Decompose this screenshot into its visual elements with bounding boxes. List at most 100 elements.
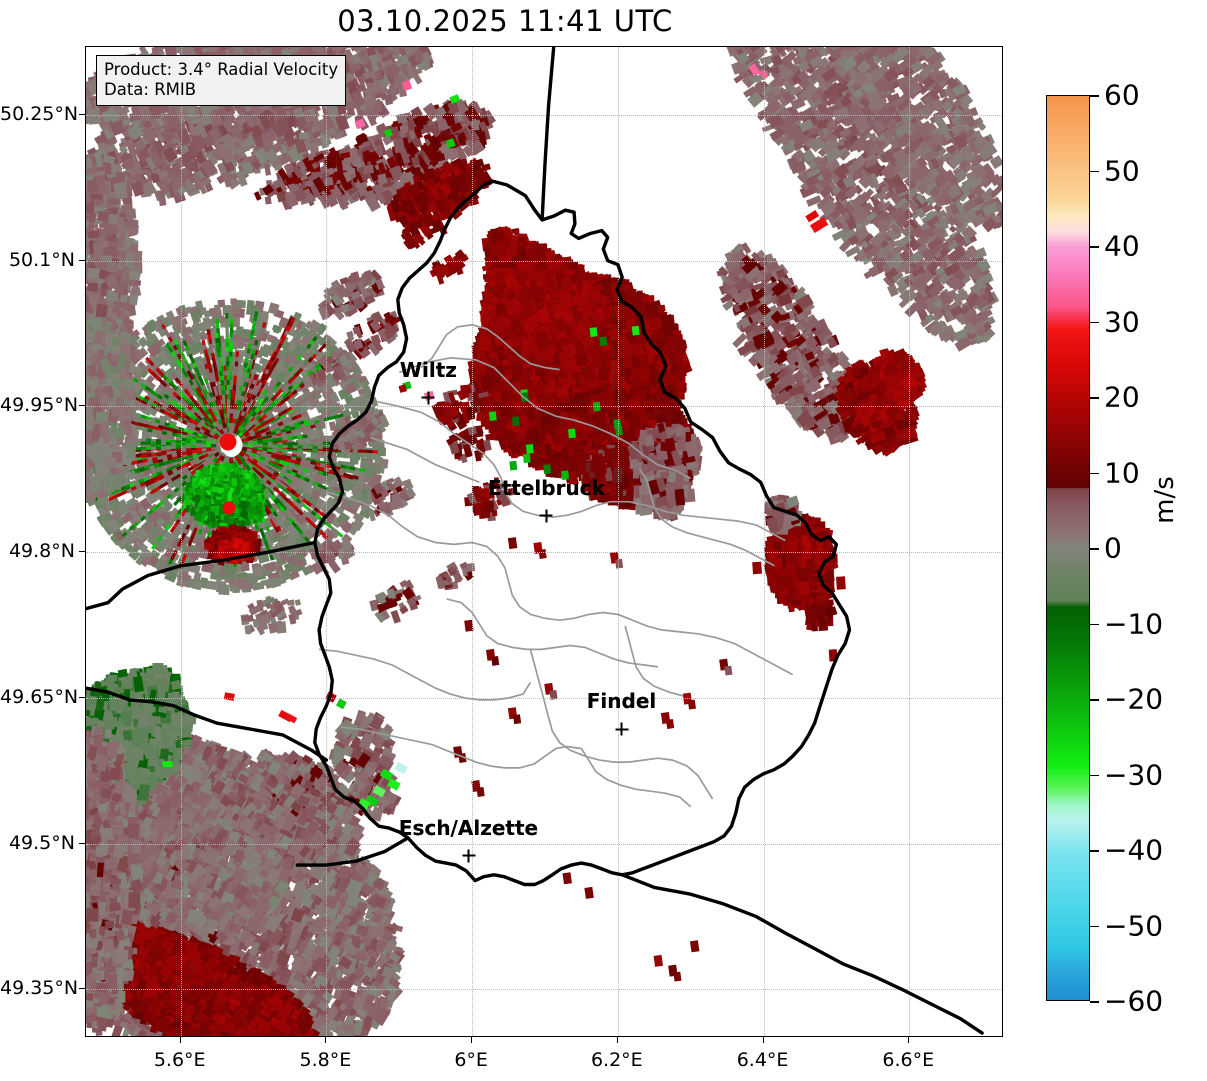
city-marker-esch-alzette xyxy=(462,849,475,863)
latitude-tick-mark xyxy=(79,259,85,261)
colorbar-unit-label: m/s xyxy=(1150,476,1180,524)
colorbar-tick-label: 50 xyxy=(1104,154,1140,187)
longitude-tick-label: 6°E xyxy=(411,1049,531,1071)
colorbar-tick-mark xyxy=(1090,170,1099,173)
longitude-tick-mark xyxy=(325,1037,327,1043)
grid-line-horizontal xyxy=(86,989,1002,991)
latitude-tick-mark xyxy=(79,696,85,698)
grid-line-horizontal xyxy=(86,552,1002,554)
neighbouring-country-border xyxy=(295,836,410,867)
radar-site-marker xyxy=(219,433,237,451)
latitude-tick-mark xyxy=(79,551,85,553)
data-source-line: Data: RMIB xyxy=(104,80,338,100)
colorbar-tick-label: 0 xyxy=(1104,532,1122,565)
page-title: 03.10.2025 11:41 UTC xyxy=(0,4,1010,38)
radar-site-marker xyxy=(222,501,236,515)
colorbar-tick-mark xyxy=(1090,246,1099,248)
colorbar-tick-mark xyxy=(1090,623,1099,626)
neighbouring-country-border xyxy=(540,47,556,222)
grid-line-horizontal xyxy=(86,843,1002,846)
colorbar-tick-mark xyxy=(1090,472,1099,475)
colorbar-tick-mark xyxy=(1090,397,1099,399)
canton-boundary xyxy=(420,324,560,371)
neighbouring-country-border xyxy=(620,873,984,1035)
city-marker-findel xyxy=(615,722,628,736)
colorbar-tick-mark xyxy=(1090,95,1099,97)
latitude-tick-mark xyxy=(79,988,85,990)
city-marker-wiltz xyxy=(421,391,435,405)
neighbouring-country-border xyxy=(86,540,317,611)
latitude-tick-mark xyxy=(79,405,85,407)
canton-boundary xyxy=(638,468,775,567)
city-marker-ettelbruck xyxy=(539,509,553,523)
grid-line-vertical xyxy=(763,47,766,1036)
colorbar-tick-label: −60 xyxy=(1104,985,1163,1018)
latitude-tick-label: 49.35°N xyxy=(0,977,78,999)
latitude-tick-label: 50.1°N xyxy=(0,249,75,271)
latitude-tick-label: 49.8°N xyxy=(0,540,75,562)
longitude-tick-mark xyxy=(179,1037,181,1043)
city-label-wiltz: Wiltz xyxy=(400,358,457,382)
colorbar-tick-mark xyxy=(1090,699,1099,701)
colorbar-tick-mark xyxy=(1090,1001,1099,1003)
grid-line-vertical xyxy=(472,47,474,1036)
colorbar-tick-mark xyxy=(1090,850,1099,852)
city-label-ettelbruck: Ettelbruck xyxy=(488,476,605,500)
longitude-tick-mark xyxy=(471,1037,473,1043)
colorbar-tick-label: −30 xyxy=(1104,758,1163,791)
grid-line-vertical xyxy=(909,47,911,1036)
grid-line-horizontal xyxy=(86,115,1002,117)
grid-line-horizontal xyxy=(86,260,1002,263)
longitude-tick-mark xyxy=(616,1037,618,1043)
grid-line-horizontal xyxy=(86,406,1002,408)
city-label-esch-alzette: Esch/Alzette xyxy=(399,816,538,840)
country-border xyxy=(86,47,984,1035)
radar-plot-area[interactable]: Wiltz Ettelbruck Findel Esch/Alzette xyxy=(86,47,1002,1036)
canton-boundary xyxy=(580,748,692,808)
grid-line-vertical xyxy=(180,47,183,1036)
colorbar-tick-mark xyxy=(1090,774,1099,777)
border-layer xyxy=(86,47,984,1035)
grid-line-vertical xyxy=(617,47,620,1036)
colorbar-tick-label: −50 xyxy=(1104,909,1163,942)
colorbar[interactable] xyxy=(1046,95,1090,1001)
colorbar-tick-label: 20 xyxy=(1104,381,1140,414)
colorbar-tick-label: −20 xyxy=(1104,683,1163,716)
colorbar-tick-label: −40 xyxy=(1104,834,1163,867)
longitude-tick-label: 5.6°E xyxy=(120,1049,240,1071)
latitude-tick-mark xyxy=(79,842,85,844)
colorbar-tick-label: 60 xyxy=(1104,79,1140,112)
canton-boundary xyxy=(340,726,582,769)
canton-boundary xyxy=(624,625,684,697)
colorbar-tick-label: 10 xyxy=(1104,456,1140,489)
colorbar-gradient xyxy=(1047,96,1089,1000)
canton-boundary xyxy=(319,648,532,701)
longitude-tick-mark xyxy=(762,1037,764,1043)
colorbar-tick-mark xyxy=(1090,925,1099,928)
canton-boundaries xyxy=(319,324,794,808)
luxembourg-national-border xyxy=(313,179,852,887)
latitude-tick-label: 49.5°N xyxy=(0,832,75,854)
colorbar-tick-label: 40 xyxy=(1104,230,1140,263)
longitude-tick-label: 6.6°E xyxy=(848,1049,968,1071)
colorbar-tick-label: 30 xyxy=(1104,305,1140,338)
grid-line-vertical xyxy=(326,47,328,1036)
canton-boundary xyxy=(398,357,692,480)
latitude-tick-label: 49.65°N xyxy=(0,686,78,708)
product-line: Product: 3.4° Radial Velocity xyxy=(104,60,338,80)
canton-boundary xyxy=(326,491,794,676)
neighbouring-country-border xyxy=(86,686,329,762)
canton-boundary xyxy=(369,436,480,484)
colorbar-tick-mark xyxy=(1090,548,1099,550)
colorbar-tick-label: −10 xyxy=(1104,607,1163,640)
canton-boundary xyxy=(446,598,659,668)
longitude-tick-mark xyxy=(908,1037,910,1043)
colorbar-tick-mark xyxy=(1090,321,1099,324)
longitude-tick-label: 5.8°E xyxy=(265,1049,385,1071)
canton-boundary xyxy=(529,649,714,800)
latitude-tick-mark xyxy=(79,114,85,115)
city-label-findel: Findel xyxy=(587,689,657,713)
radar-map[interactable]: Wiltz Ettelbruck Findel Esch/Alzette Produc… xyxy=(85,46,1003,1037)
latitude-tick-label: 50.25°N xyxy=(0,103,78,125)
longitude-tick-label: 6.2°E xyxy=(557,1049,677,1071)
